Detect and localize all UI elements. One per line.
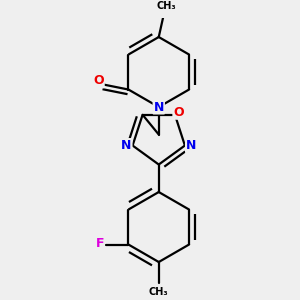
Text: O: O (173, 106, 184, 119)
Text: N: N (186, 139, 196, 152)
Text: CH₃: CH₃ (156, 1, 176, 11)
Text: F: F (95, 237, 104, 250)
Text: O: O (93, 74, 104, 87)
Text: N: N (154, 100, 164, 113)
Text: N: N (121, 139, 131, 152)
Text: CH₃: CH₃ (149, 287, 169, 297)
